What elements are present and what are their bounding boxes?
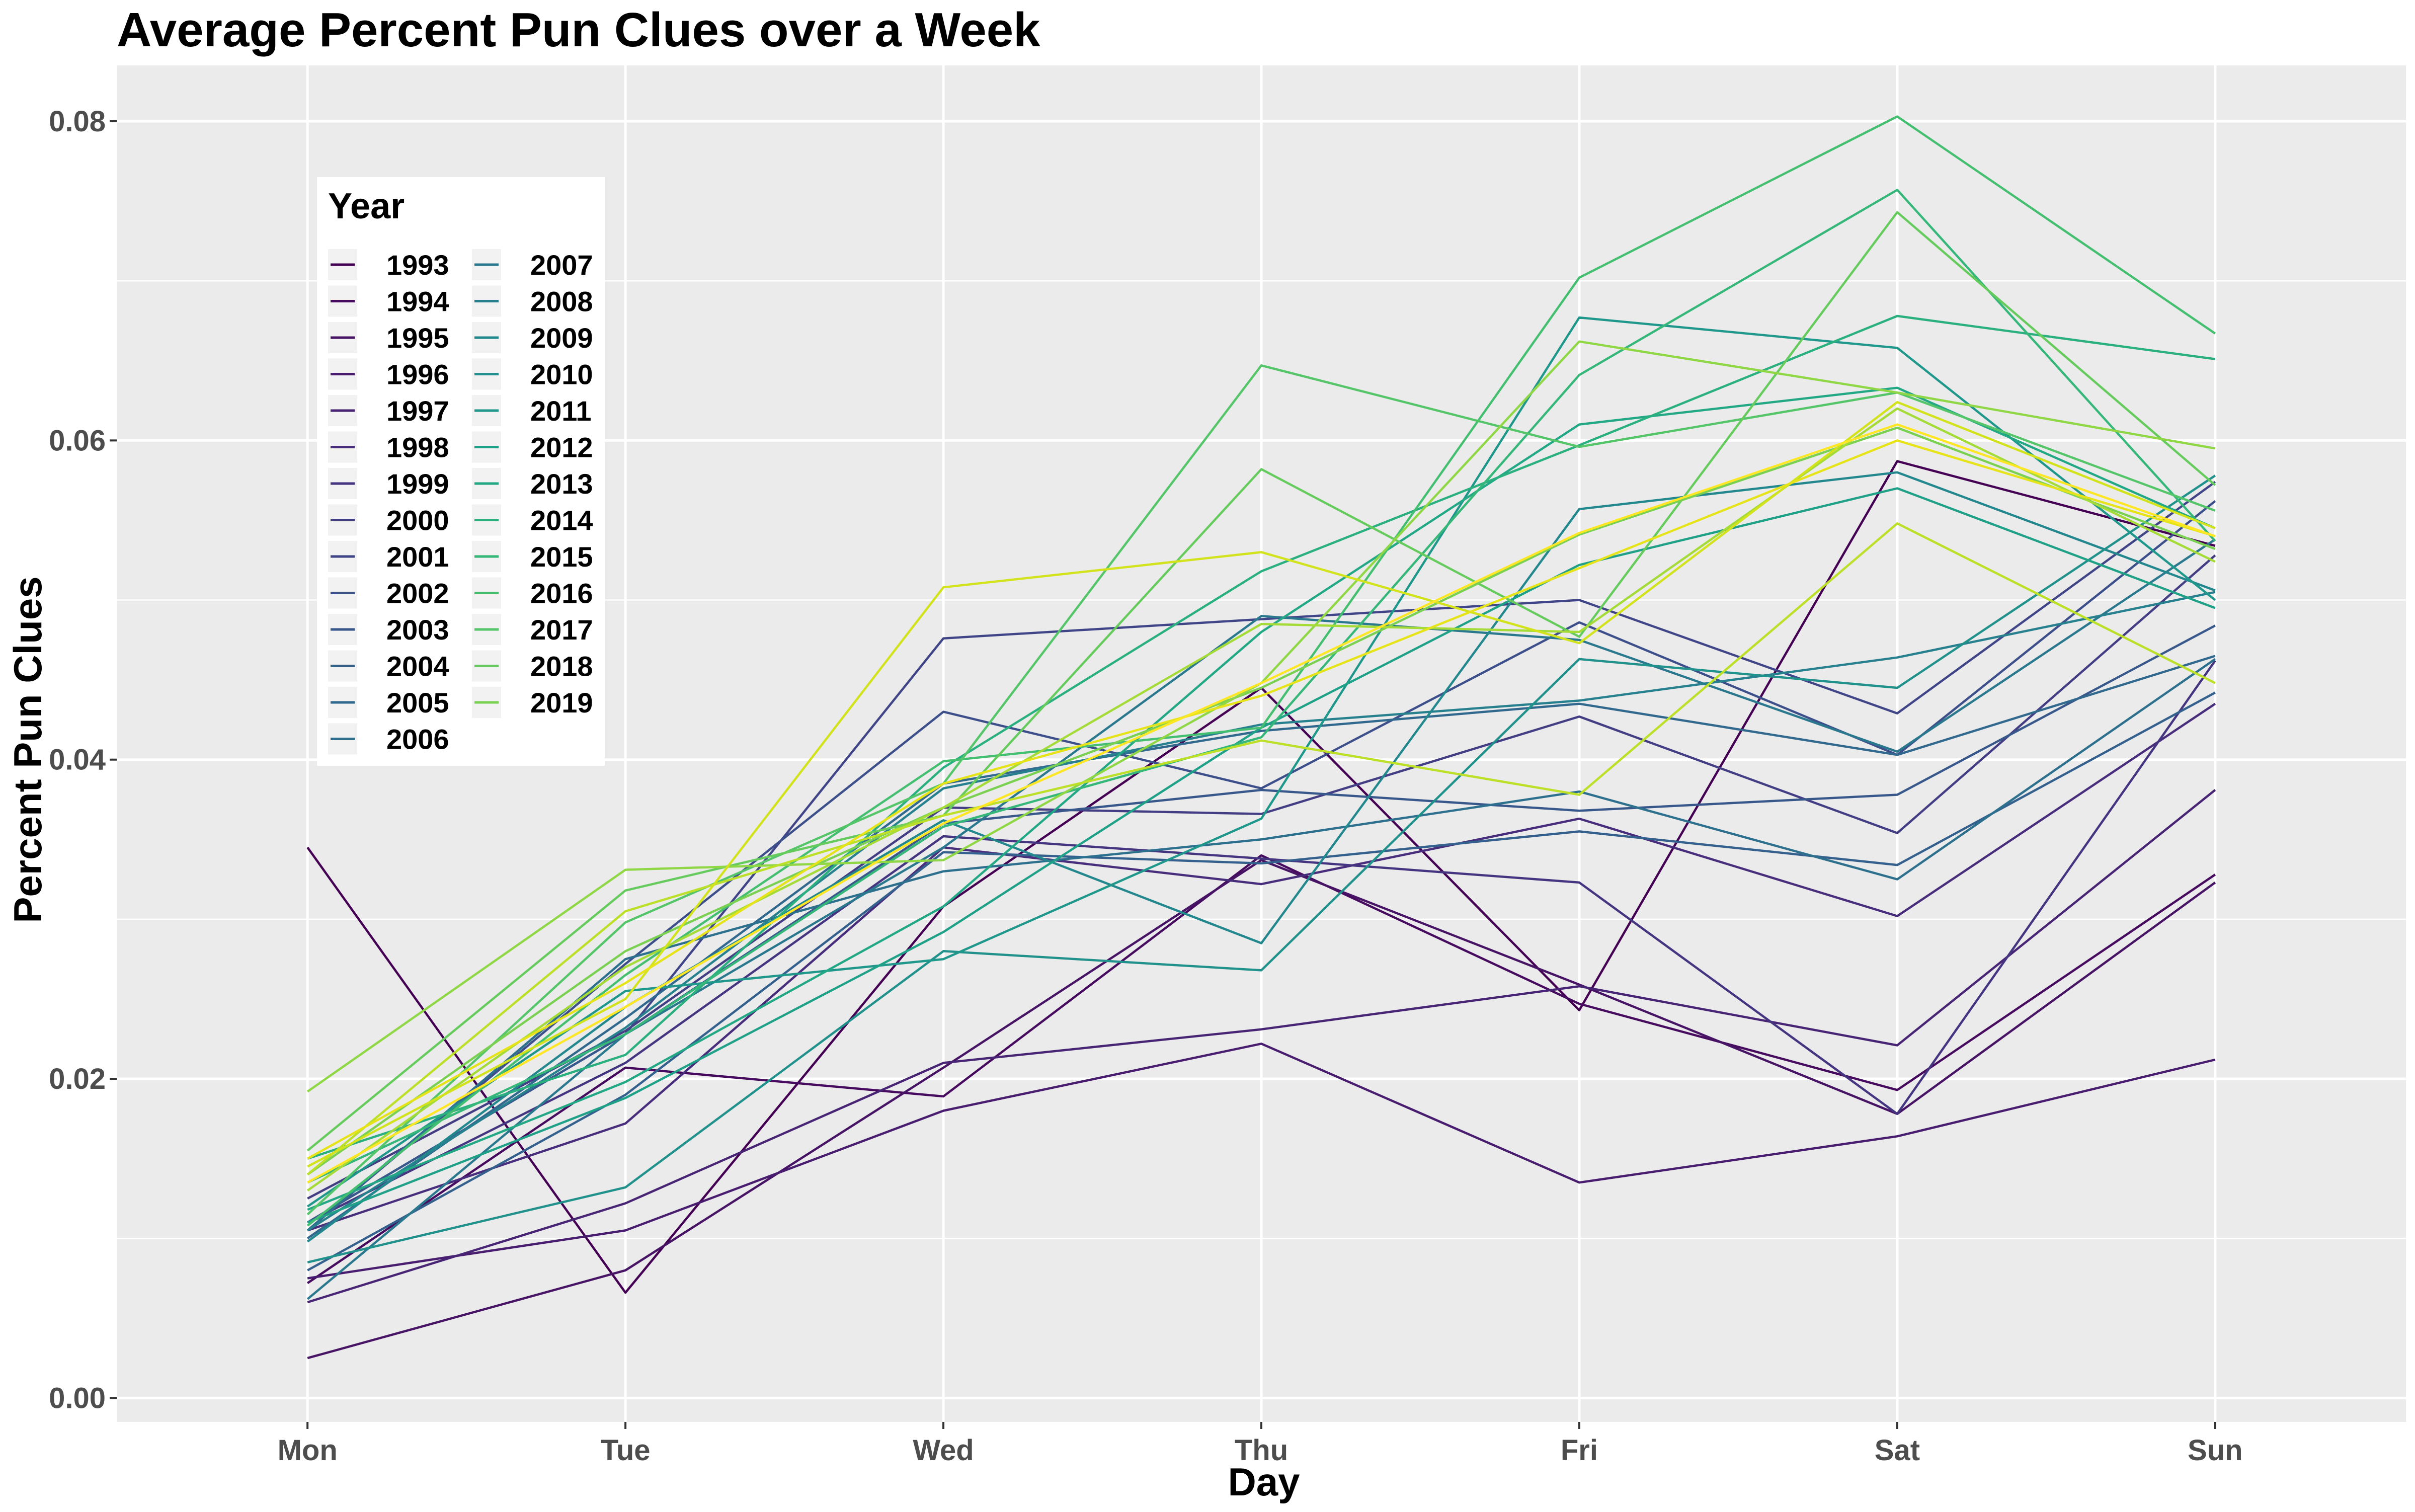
- legend-label: 2003: [386, 614, 449, 646]
- y-tick-label: 0.08: [49, 105, 106, 138]
- legend: Year 1993 1994 1995 1996 1997 1998 1999 2000 200…: [317, 177, 605, 766]
- series-line-unlabeled: [306, 407, 2216, 1191]
- series-line-unlabeled: [307, 439, 2216, 1160]
- x-tick-label: Sun: [2188, 1434, 2243, 1467]
- legend-label: 2012: [530, 432, 593, 463]
- series-line-2016: [306, 115, 2216, 1227]
- series-line-1996: [307, 1043, 2216, 1280]
- series-line-unlabeled: [307, 423, 2216, 1184]
- legend-label: 2018: [530, 651, 593, 682]
- series-line-2015: [307, 189, 2216, 1184]
- x-axis-title: Day: [1228, 1460, 1300, 1504]
- legend-label: 2005: [386, 687, 449, 719]
- legend-label: 2009: [530, 322, 593, 354]
- series-line-2000: [307, 554, 2216, 1200]
- x-tick-label: Mon: [278, 1434, 338, 1467]
- legend-label: 1993: [386, 249, 449, 281]
- legend-label: 2001: [386, 541, 449, 573]
- x-tick-label: Thu: [1235, 1434, 1288, 1467]
- y-tick-label: 0.00: [49, 1382, 106, 1414]
- legend-label: 2015: [530, 541, 593, 573]
- series-line-1999: [307, 660, 2216, 1224]
- series-line-1994: [306, 854, 2216, 1284]
- series-line-2013: [307, 386, 2216, 1211]
- legend-label: 2013: [530, 468, 593, 500]
- x-tick-label: Tue: [601, 1434, 651, 1467]
- y-tick-label: 0.02: [49, 1063, 106, 1095]
- legend-label: 2017: [530, 614, 593, 646]
- x-tick-label: Wed: [913, 1434, 974, 1467]
- y-tick-label: 0.06: [49, 424, 106, 457]
- y-axis: 0.00 0.02 0.04 0.06 0.08: [49, 105, 117, 1414]
- series-line-2019: [306, 426, 2216, 1176]
- legend-label: 2008: [530, 286, 593, 317]
- legend-label: 1997: [386, 395, 449, 427]
- series-line-2018: [306, 211, 2216, 1152]
- y-tick-label: 0.04: [49, 744, 106, 776]
- series-line-unlabeled: [307, 401, 2216, 1168]
- series-line-1998: [307, 702, 2216, 1232]
- y-axis-title: Percent Pun Clues: [6, 576, 50, 923]
- legend-label: 1999: [386, 468, 449, 500]
- series-line-2014: [307, 314, 2216, 1160]
- legend-label: 1996: [386, 359, 449, 390]
- legend-label: 2019: [530, 687, 593, 719]
- legend-label: 2000: [386, 505, 449, 536]
- series-line-1997: [307, 789, 2216, 1304]
- series-line-2006: [306, 658, 2216, 1232]
- x-tick-label: Fri: [1561, 1434, 1598, 1467]
- series-line-2005: [306, 655, 2216, 1240]
- legend-label: 2011: [530, 395, 592, 427]
- legend-label: 1998: [386, 432, 449, 463]
- series-line-2008: [306, 591, 2216, 1232]
- legend-label: 2002: [386, 578, 449, 609]
- legend-label: 1994: [386, 286, 449, 317]
- legend-label: 2006: [386, 724, 449, 755]
- series-line-2010: [307, 474, 2216, 1263]
- x-tick-label: Sat: [1875, 1434, 1920, 1467]
- legend-items: 1993 1994 1995 1996 1997 1998 1999 2000 2001 2002…: [328, 249, 593, 755]
- legend-label: 2010: [530, 359, 593, 390]
- legend-label: 2007: [530, 249, 593, 281]
- chart-title: Average Percent Pun Clues over a Week: [117, 3, 1040, 57]
- series-line-2004: [307, 691, 2216, 1271]
- legend-label: 2016: [530, 578, 593, 609]
- legend-label: 2004: [386, 651, 449, 682]
- legend-label: 2014: [530, 505, 593, 536]
- series-lines: [306, 115, 2216, 1360]
- legend-background: [317, 177, 605, 766]
- legend-label: 1995: [386, 322, 449, 354]
- x-axis: Mon Tue Wed Thu Fri Sat Sun: [278, 1422, 2243, 1467]
- series-line-2011: [306, 316, 2216, 1208]
- legend-title: Year: [328, 186, 405, 226]
- series-line-unlabeled: [306, 522, 2216, 1176]
